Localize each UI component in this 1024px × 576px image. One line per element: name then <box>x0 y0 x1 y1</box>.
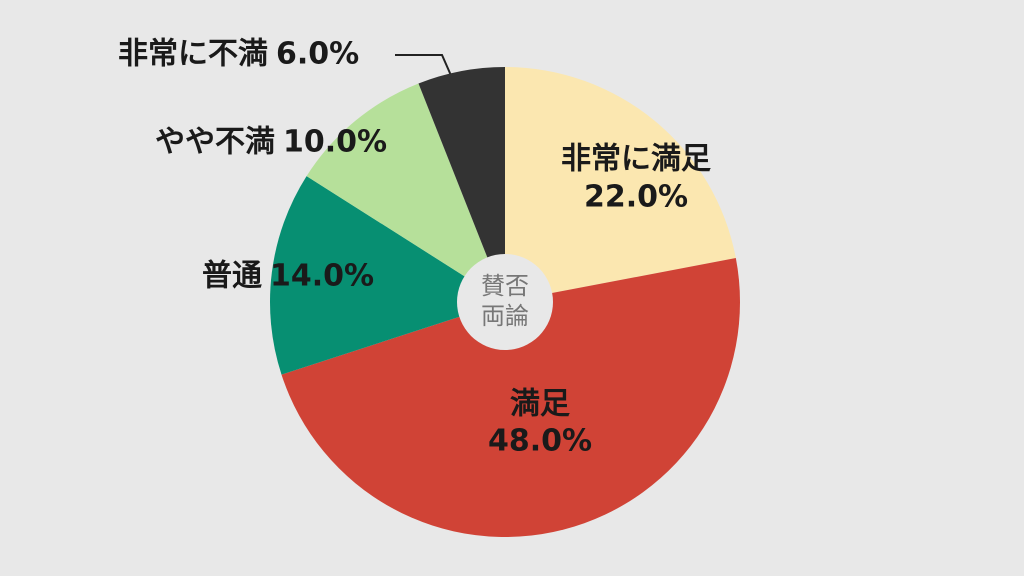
value-label: 48.0% <box>488 424 592 459</box>
value-label: 22.0% <box>584 180 688 215</box>
center-hole <box>457 254 553 350</box>
value-label: 14.0% <box>270 259 374 294</box>
leader-line <box>395 54 454 81</box>
center-label: 賛否 <box>481 272 529 300</box>
pie-slice <box>418 67 505 302</box>
pie-slice <box>269 176 505 375</box>
pie-slice <box>306 83 505 302</box>
slice-label: 非常に満足 <box>561 142 711 177</box>
value-label: 6.0% <box>276 37 359 72</box>
pie-slice <box>505 67 736 302</box>
value-label: 10.0% <box>283 125 387 160</box>
slice-label: やや不満 <box>155 125 275 160</box>
pie-slice <box>281 257 740 537</box>
center-label: 両論 <box>481 302 529 330</box>
slice-label: 普通 <box>202 259 262 294</box>
slice-label: 非常に不満 <box>118 37 268 72</box>
slice-label: 満足 <box>510 387 570 422</box>
